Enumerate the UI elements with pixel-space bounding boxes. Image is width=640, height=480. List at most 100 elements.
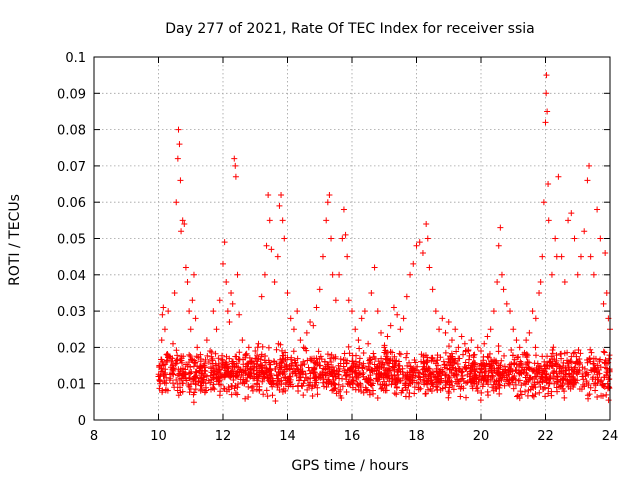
data-point <box>342 231 349 238</box>
data-point <box>168 358 175 365</box>
data-point <box>166 377 173 384</box>
data-point <box>605 397 612 404</box>
data-point <box>248 369 255 376</box>
data-point <box>325 380 332 387</box>
data-point <box>387 322 394 329</box>
data-point <box>239 379 246 386</box>
data-point <box>173 199 180 206</box>
data-point <box>187 370 194 377</box>
x-tick-label: 12 <box>215 429 232 444</box>
y-tick-label: 0.05 <box>57 233 86 248</box>
data-point <box>287 315 294 322</box>
data-point <box>244 360 251 367</box>
data-point <box>267 367 274 374</box>
data-point <box>294 355 301 362</box>
data-point <box>314 391 321 398</box>
data-point <box>510 326 517 333</box>
data-point <box>251 363 258 370</box>
data-point <box>278 191 285 198</box>
data-point <box>311 359 318 366</box>
data-point <box>456 355 463 362</box>
data-point <box>308 385 315 392</box>
data-point <box>277 341 284 348</box>
data-point <box>565 217 572 224</box>
data-point <box>349 358 356 365</box>
data-point <box>428 380 435 387</box>
data-point <box>411 367 418 374</box>
data-point <box>180 380 187 387</box>
data-point <box>526 329 533 336</box>
data-point <box>357 380 364 387</box>
data-point <box>182 264 189 271</box>
data-point <box>312 381 319 388</box>
data-point <box>340 356 347 363</box>
data-point <box>406 359 413 366</box>
y-tick-label: 0.02 <box>57 341 86 356</box>
data-point <box>186 308 193 315</box>
data-point <box>337 356 344 363</box>
data-point <box>386 375 393 382</box>
data-point <box>592 355 599 362</box>
data-point <box>196 374 203 381</box>
data-point <box>574 377 581 384</box>
data-point <box>404 369 411 376</box>
data-point <box>573 369 580 376</box>
y-tick-label: 0.08 <box>57 124 86 139</box>
data-point <box>434 384 441 391</box>
data-point <box>594 374 601 381</box>
data-point <box>534 370 541 377</box>
data-point <box>410 260 417 267</box>
data-point <box>541 363 548 370</box>
data-point <box>348 378 355 385</box>
data-point <box>429 286 436 293</box>
x-tick-label: 10 <box>150 429 167 444</box>
data-point <box>583 378 590 385</box>
data-point <box>479 383 486 390</box>
data-point <box>232 389 239 396</box>
data-point <box>353 352 360 359</box>
data-point <box>232 382 239 389</box>
data-point <box>232 353 239 360</box>
data-point <box>177 384 184 391</box>
data-point <box>170 365 177 372</box>
data-point <box>550 369 557 376</box>
data-point <box>402 393 409 400</box>
data-point <box>467 368 474 375</box>
data-point <box>205 377 212 384</box>
grid-lines <box>94 57 610 420</box>
data-point <box>236 356 243 363</box>
data-point <box>542 393 549 400</box>
data-point <box>318 356 325 363</box>
x-tick-label: 22 <box>537 429 554 444</box>
data-point <box>428 370 435 377</box>
data-point <box>264 393 271 400</box>
data-point <box>284 354 291 361</box>
data-point <box>302 370 309 377</box>
data-point <box>468 337 475 344</box>
data-point <box>548 388 555 395</box>
data-point <box>411 356 418 363</box>
data-point <box>546 375 553 382</box>
data-point <box>224 308 231 315</box>
data-point <box>403 293 410 300</box>
data-point <box>212 360 219 367</box>
data-point <box>445 318 452 325</box>
data-point <box>432 308 439 315</box>
data-point <box>570 350 577 357</box>
data-point <box>516 344 523 351</box>
data-point <box>317 353 324 360</box>
data-point <box>356 359 363 366</box>
data-point <box>248 384 255 391</box>
data-point <box>336 368 343 375</box>
data-point <box>315 348 322 355</box>
data-point <box>210 381 217 388</box>
data-point <box>263 242 270 249</box>
data-point <box>230 376 237 383</box>
data-point <box>513 337 520 344</box>
data-point <box>352 326 359 333</box>
data-point <box>510 385 517 392</box>
data-point <box>349 308 355 315</box>
data-point <box>545 390 552 397</box>
data-point <box>582 371 589 378</box>
data-point <box>197 382 204 389</box>
